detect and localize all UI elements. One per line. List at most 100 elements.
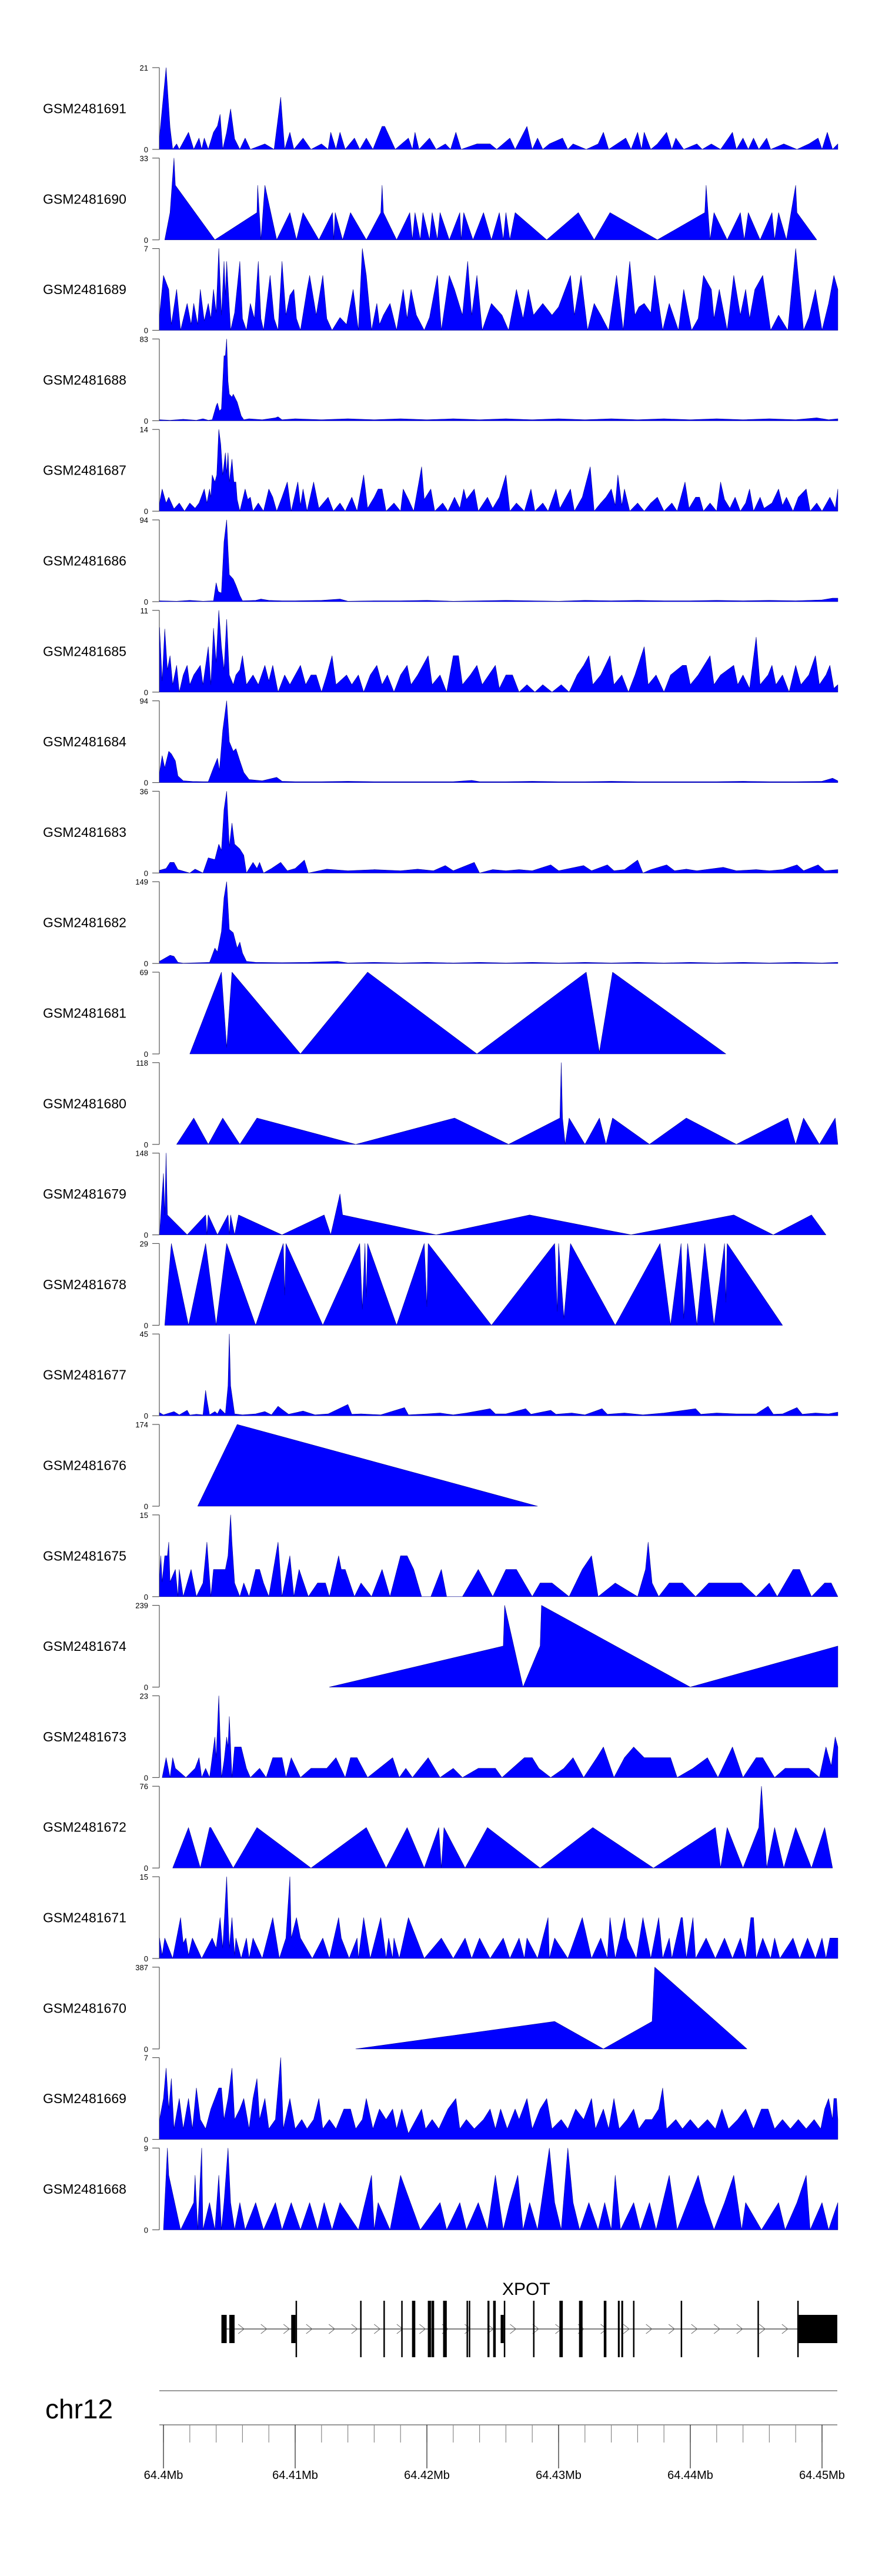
coverage-track: GSM2481668 9 0 — [43, 2144, 838, 2234]
y-tick-label-max: 15 — [140, 1873, 148, 1881]
x-tick-label: 64.41Mb — [272, 2469, 318, 2482]
coverage-track: GSM2481678 29 0 — [43, 1239, 783, 1330]
gene-model-track: XPOT — [221, 2280, 837, 2357]
exon — [427, 2301, 431, 2357]
track-label: GSM2481683 — [43, 825, 126, 840]
y-tick-label-zero: 0 — [144, 1864, 148, 1873]
strand-arrow-icon — [260, 2324, 268, 2334]
strand-arrow-icon — [351, 2324, 358, 2334]
y-tick-label-zero: 0 — [144, 1050, 148, 1059]
y-tick-label-zero: 0 — [144, 1140, 148, 1149]
coverage-area — [355, 1967, 747, 2050]
strand-arrow-icon — [306, 2324, 313, 2334]
exon — [221, 2315, 227, 2343]
exon — [680, 2301, 683, 2357]
y-tick-label-zero: 0 — [144, 507, 148, 516]
y-tick-label-zero: 0 — [144, 2225, 148, 2234]
coverage-track: GSM2481682 149 0 — [43, 877, 838, 968]
track-label: GSM2481676 — [43, 1458, 126, 1473]
coverage-area — [164, 1243, 783, 1326]
coverage-track: GSM2481686 94 0 — [43, 516, 838, 606]
strand-arrow-icon — [532, 2324, 539, 2334]
x-tick-label: 64.42Mb — [404, 2469, 450, 2482]
track-label: GSM2481678 — [43, 1277, 126, 1292]
coverage-area — [162, 1696, 838, 1778]
strand-arrow-icon — [668, 2324, 675, 2334]
coverage-area — [159, 1876, 838, 1959]
coverage-area — [159, 2057, 838, 2140]
coverage-area — [164, 158, 817, 241]
y-tick-label-max: 118 — [136, 1059, 148, 1067]
strand-arrow-icon — [283, 2324, 290, 2334]
exon — [493, 2301, 496, 2357]
y-tick-label-max: 45 — [140, 1330, 148, 1339]
y-tick-label-max: 94 — [140, 697, 148, 706]
exon — [559, 2301, 563, 2357]
y-tick-label-max: 69 — [140, 968, 148, 977]
track-label: GSM2481674 — [43, 1639, 126, 1654]
strand-arrow-icon — [328, 2324, 336, 2334]
y-tick-label-max: 23 — [140, 1691, 148, 1700]
exon — [798, 2315, 837, 2343]
coverage-area — [159, 339, 838, 421]
coverage-track: GSM2481681 69 0 — [43, 968, 726, 1059]
y-tick-label-zero: 0 — [144, 1773, 148, 1782]
coverage-area — [159, 1153, 826, 1235]
y-tick-label-zero: 0 — [144, 2135, 148, 2144]
coverage-area — [163, 2148, 838, 2230]
strand-arrow-icon — [510, 2324, 517, 2334]
y-tick-label-max: 149 — [135, 877, 148, 886]
y-tick-label-zero: 0 — [144, 598, 148, 606]
coverage-track: GSM2481684 94 0 — [43, 697, 838, 788]
track-label: GSM2481686 — [43, 553, 126, 569]
exon — [383, 2301, 385, 2357]
coverage-area — [159, 881, 838, 964]
track-label: GSM2481682 — [43, 915, 126, 930]
y-tick-label-max: 83 — [140, 335, 148, 343]
strand-arrow-icon — [759, 2324, 766, 2334]
coverage-track: GSM2481685 11 0 — [43, 606, 838, 697]
track-label: GSM2481670 — [43, 2000, 126, 2016]
exon — [431, 2301, 435, 2357]
strand-arrow-icon — [238, 2324, 245, 2334]
coverage-area — [189, 972, 726, 1055]
exon — [291, 2315, 296, 2343]
gene-name-label: XPOT — [502, 2280, 550, 2299]
strand-arrow-icon — [600, 2324, 607, 2334]
track-label: GSM2481669 — [43, 2091, 126, 2106]
exon — [633, 2301, 635, 2357]
y-tick-label-zero: 0 — [144, 1412, 148, 1420]
track-label: GSM2481687 — [43, 463, 126, 478]
coverage-area — [159, 700, 838, 783]
y-tick-label-zero: 0 — [144, 1231, 148, 1240]
y-tick-label-max: 9 — [144, 2144, 148, 2153]
y-tick-label-zero: 0 — [144, 959, 148, 968]
track-label: GSM2481671 — [43, 1910, 126, 1926]
y-tick-label-max: 387 — [135, 1963, 148, 1972]
exon — [443, 2301, 447, 2357]
coverage-track: GSM2481690 33 0 — [43, 154, 817, 245]
gene-exons — [221, 2301, 837, 2357]
track-label: GSM2481679 — [43, 1186, 126, 1202]
exon — [757, 2301, 759, 2357]
track-label: GSM2481685 — [43, 643, 126, 659]
track-label: GSM2481690 — [43, 191, 126, 206]
coverage-tracks: GSM2481691210GSM2481690330GSM248168970GS… — [43, 64, 838, 2234]
y-tick-label-zero: 0 — [144, 869, 148, 877]
exon — [500, 2315, 504, 2343]
coverage-track: GSM2481675 15 0 — [43, 1511, 838, 1601]
y-tick-label-zero: 0 — [144, 2045, 148, 2054]
y-tick-label-max: 15 — [140, 1511, 148, 1520]
coverage-area — [159, 519, 838, 602]
exon — [621, 2301, 623, 2357]
y-tick-label-zero: 0 — [144, 1502, 148, 1511]
y-tick-label-zero: 0 — [144, 1321, 148, 1330]
exon — [533, 2301, 535, 2357]
y-tick-label-max: 148 — [135, 1149, 148, 1158]
strand-arrow-icon — [623, 2324, 630, 2334]
strand-arrow-icon — [396, 2324, 403, 2334]
coverage-track: GSM2481683 36 0 — [43, 787, 838, 877]
x-tick-label: 64.44Mb — [667, 2469, 713, 2482]
y-tick-label-max: 36 — [140, 787, 148, 796]
